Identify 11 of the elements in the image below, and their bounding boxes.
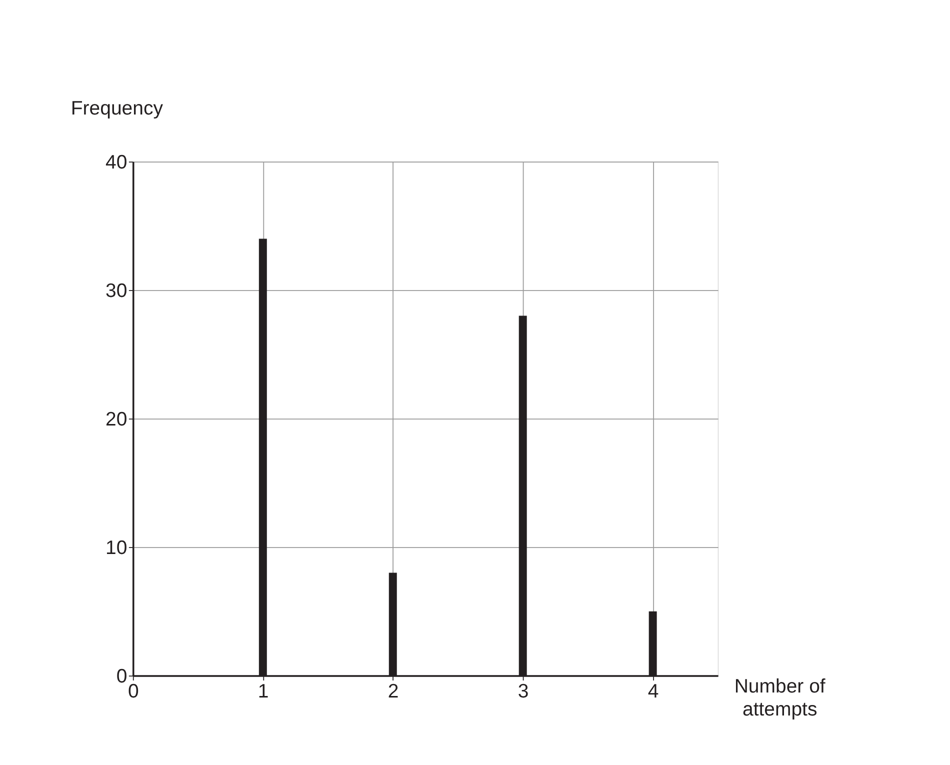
y-tick-label: 0 bbox=[116, 665, 128, 688]
x-tick-label: 2 bbox=[388, 680, 399, 702]
y-axis-title: Frequency bbox=[70, 98, 164, 120]
y-tick-label: 30 bbox=[105, 280, 128, 302]
y-tick-label: 20 bbox=[105, 408, 128, 430]
x-axis-title: Number of attempts bbox=[734, 675, 826, 720]
y-tick-label: 40 bbox=[105, 151, 128, 174]
x-tick-label: 4 bbox=[648, 680, 659, 702]
y-tick-label: 10 bbox=[105, 536, 128, 559]
x-tick-label: 1 bbox=[258, 680, 269, 702]
x-tick-label: 3 bbox=[518, 680, 529, 702]
